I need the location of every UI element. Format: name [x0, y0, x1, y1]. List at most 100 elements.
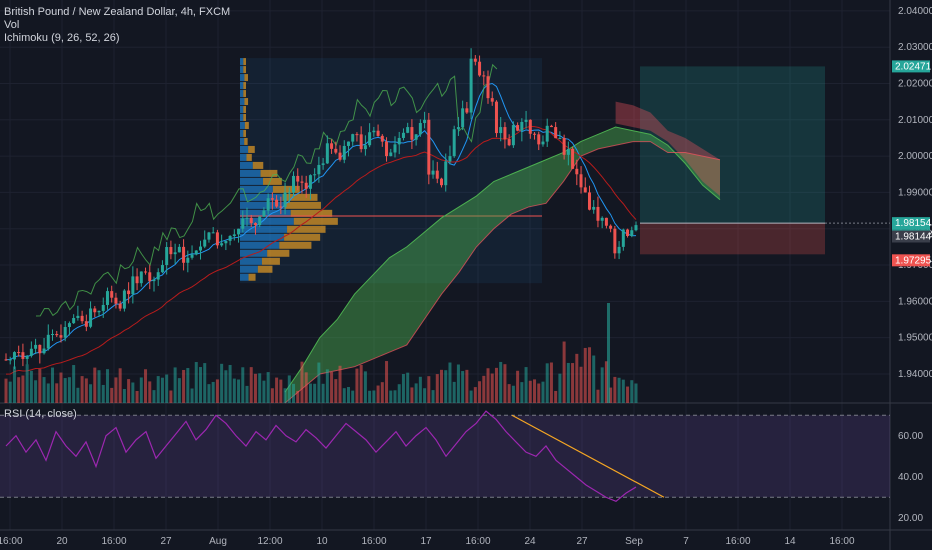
- candle-body: [342, 145, 346, 160]
- candlesticks[interactable]: [4, 48, 638, 370]
- candle-body: [587, 192, 591, 210]
- candle-body: [72, 318, 76, 324]
- chikou-span: [35, 63, 498, 317]
- candle-body: [621, 229, 625, 247]
- volume-profile-bar: [244, 98, 249, 106]
- volume-bar: [203, 363, 207, 403]
- time-tick-label: 16:00: [361, 536, 386, 547]
- volume-legend[interactable]: Vol: [4, 19, 20, 31]
- volume-profile-bar: [240, 249, 268, 257]
- volume-bar: [279, 379, 283, 403]
- candle-body: [604, 217, 608, 226]
- volume-bar: [389, 390, 393, 403]
- volume-profile-bar: [240, 74, 245, 82]
- volume-bar: [440, 369, 444, 403]
- candle-body: [465, 108, 469, 113]
- volume-bar: [397, 384, 401, 403]
- volume-bar: [342, 388, 346, 403]
- volume-bar: [25, 364, 29, 403]
- volume-bar: [626, 386, 630, 403]
- volume-bar: [596, 389, 600, 403]
- volume-bar: [587, 347, 591, 403]
- price-tick-label: 1.99000: [898, 187, 932, 198]
- volume-profile-bar: [257, 265, 273, 273]
- price-tag-stop: [892, 254, 930, 267]
- volume-bar: [313, 383, 317, 403]
- candle-body: [190, 254, 194, 258]
- volume-bar: [245, 385, 249, 403]
- price-tag-entry: [892, 217, 930, 230]
- candle-body: [600, 217, 604, 221]
- volume-bar: [122, 388, 126, 403]
- symbol-title[interactable]: British Pound / New Zealand Dollar, 4h, …: [4, 6, 231, 18]
- candle-body: [308, 175, 312, 189]
- volume-bar: [292, 383, 296, 403]
- price-tick-label: 2.03000: [898, 42, 932, 53]
- volume-bar: [473, 387, 477, 403]
- volume-bar: [571, 363, 575, 403]
- volume-profile-bar: [240, 185, 273, 193]
- volume-bar: [283, 388, 287, 403]
- volume-bar: [232, 378, 236, 403]
- volume-bar: [135, 390, 139, 403]
- volume-bar: [604, 361, 608, 403]
- candle-body: [12, 352, 16, 360]
- volume-profile-bar: [279, 241, 312, 249]
- volume-bar: [241, 367, 245, 403]
- volume-bar: [38, 368, 42, 403]
- candle-body: [253, 223, 257, 226]
- candle-body: [131, 276, 135, 295]
- volume-bar: [114, 377, 118, 403]
- rsi-legend[interactable]: RSI (14, close): [4, 408, 77, 420]
- volume-bar: [410, 387, 414, 403]
- candle-body: [292, 175, 296, 193]
- candle-body: [287, 192, 291, 194]
- candle-body: [507, 139, 511, 146]
- candle-body: [516, 125, 520, 131]
- volume-profile-bar: [240, 58, 244, 66]
- volume-bar: [80, 376, 84, 403]
- candle-body: [444, 161, 448, 186]
- volume-bar: [533, 379, 537, 403]
- volume-profile-bar: [240, 233, 285, 241]
- time-tick-label: 16:00: [725, 536, 750, 547]
- volume-profile-bar: [267, 249, 290, 257]
- volume-profile-bar: [240, 153, 247, 161]
- volume-bar: [308, 383, 312, 403]
- volume-profile-bar: [246, 153, 252, 161]
- ichimoku-legend[interactable]: Ichimoku (9, 26, 52, 26): [4, 32, 120, 44]
- candle-body: [93, 308, 97, 313]
- volume-bar: [503, 364, 507, 403]
- time-tick-label: 12:00: [257, 536, 282, 547]
- candle-body: [127, 290, 131, 295]
- volume-profile-bar: [240, 82, 244, 90]
- volume-bar: [29, 370, 33, 403]
- volume-profile: [240, 58, 542, 284]
- candle-body: [427, 119, 431, 175]
- candle-body: [283, 192, 287, 207]
- volume-bar: [630, 380, 634, 403]
- volume-profile-bar: [244, 137, 248, 145]
- candle-body: [325, 143, 329, 164]
- price-tick-label: 2.00000: [898, 151, 932, 162]
- candle-body: [499, 127, 503, 134]
- candle-body: [169, 247, 173, 255]
- volume-bar: [554, 390, 558, 403]
- volume-bar: [46, 383, 50, 403]
- candle-body: [494, 101, 498, 134]
- candle-body: [368, 132, 372, 146]
- candle-body: [346, 141, 350, 146]
- stop-zone: [640, 223, 825, 255]
- volume-bar: [131, 382, 135, 403]
- volume-bar: [549, 362, 553, 403]
- time-tick-label: Aug: [209, 536, 227, 547]
- volume-bar: [105, 369, 109, 403]
- volume-bar: [186, 368, 190, 403]
- volume-bar: [401, 374, 405, 403]
- candle-body: [634, 225, 638, 231]
- volume-bar: [177, 378, 181, 403]
- position-zones: [640, 66, 890, 255]
- candle-body: [473, 58, 477, 62]
